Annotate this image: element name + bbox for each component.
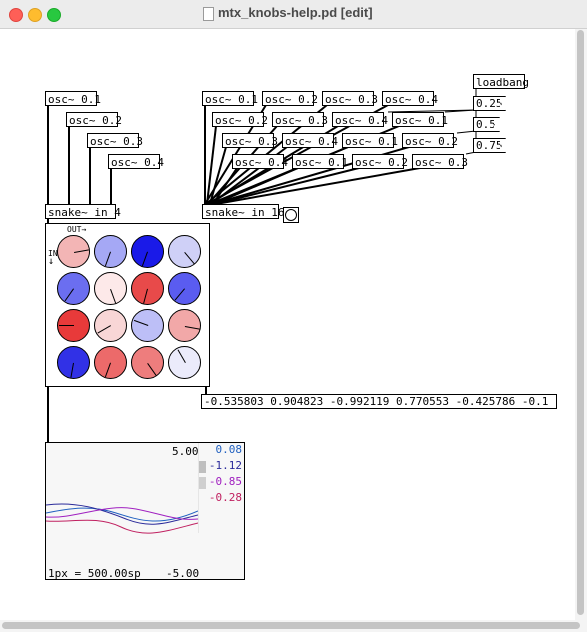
osc-object[interactable]: osc~ 0.4 [232,154,288,169]
matrix-knob[interactable] [131,309,164,342]
knob-needle [74,249,89,253]
matrix-knob[interactable] [94,309,127,342]
out-label: OUT→ [67,225,87,234]
osc-object[interactable]: osc~ 0.2 [402,133,458,148]
list-output-box[interactable]: -0.535803 0.904823 -0.992119 0.770553 -0… [201,394,558,409]
loadbang-object[interactable]: loadbang [473,74,529,89]
scope-bar [198,461,206,473]
matrix-knob[interactable] [57,346,90,379]
knob-needle [184,326,200,330]
snake-in-4-object[interactable]: snake~ in 4 [45,204,121,219]
matrix-knob[interactable] [94,346,127,379]
knob-needle [110,289,117,304]
matrix-knob[interactable] [168,346,201,379]
osc-object[interactable]: osc~ 0.3 [222,133,278,148]
scope-divider [198,443,199,533]
osc-object[interactable]: osc~ 0.2 [352,154,408,169]
message-box[interactable]: 0.5 [473,117,499,132]
osc-object[interactable]: osc~ 0.1 [45,91,101,106]
matrix-knob[interactable] [168,272,201,305]
osc-object[interactable]: osc~ 0.4 [108,154,164,169]
osc-object[interactable]: osc~ 0.1 [202,91,258,106]
osc-object[interactable]: osc~ 0.1 [292,154,348,169]
vertical-scroll-thumb[interactable] [577,30,584,615]
scope-min-label: -5.00 [166,567,200,580]
knob-needle [141,251,148,267]
matrix-knob[interactable] [131,272,164,305]
window-title: mtx_knobs-help.pd [edit] [218,5,373,20]
scope-value: 0.08 [215,443,243,456]
scope-value: -0.28 [208,491,242,504]
knob-needle [133,319,149,326]
zoom-window-button[interactable] [47,8,61,22]
knob-needle [184,252,195,265]
mtx-knobs-matrix[interactable]: OUT→ IN ↓ [45,223,210,387]
osc-object[interactable]: osc~ 0.3 [322,91,378,106]
matrix-knob[interactable] [131,346,164,379]
osc-object[interactable]: osc~ 0.4 [332,112,388,127]
matrix-knob[interactable] [57,235,90,268]
scope-values: 0.08 -1.12 -0.85 -0.28 [198,442,245,508]
message-box[interactable]: 0.25 [473,96,505,111]
in-arrow: ↓ [48,256,55,267]
scope-scale-label: 1px = 500.00sp [48,567,141,580]
scope-traces [46,503,198,534]
message-box[interactable]: 0.75 [473,138,505,153]
knob-needle [104,251,111,267]
osc-object[interactable]: osc~ 0.4 [282,133,338,148]
knob-needle [97,325,111,334]
in-label: IN [48,249,58,258]
matrix-knob[interactable] [94,235,127,268]
matrix-knob[interactable] [57,272,90,305]
knob-needle [174,288,185,301]
document-icon [203,7,214,21]
knob-needle [64,288,74,302]
matrix-knob[interactable] [168,235,201,268]
scope-bar [198,477,206,489]
osc-object[interactable]: osc~ 0.4 [382,91,438,106]
osc-object[interactable]: osc~ 0.3 [412,154,468,169]
osc-object[interactable]: osc~ 0.1 [342,133,398,148]
knob-needle [59,325,74,326]
snake-in-16-object[interactable]: snake~ in 16 [202,204,284,219]
knob-needle [104,362,111,378]
knob-needle [177,349,186,363]
osc-object[interactable]: osc~ 0.2 [66,112,122,127]
matrix-knob[interactable] [94,272,127,305]
close-window-button[interactable] [9,8,23,22]
scope-value: -0.85 [208,475,242,488]
knob-needle [70,362,74,378]
horizontal-scroll-thumb[interactable] [2,622,580,629]
osc-object[interactable]: osc~ 0.2 [262,91,318,106]
osc-object[interactable]: osc~ 0.3 [87,133,143,148]
knob-needle [143,288,148,304]
bang-button[interactable] [283,207,299,223]
window-titlebar: mtx_knobs-help.pd [edit] [0,0,587,29]
scope-display[interactable]: 5.00 1px = 500.00sp -5.00 [45,442,245,580]
matrix-knob[interactable] [168,309,201,342]
matrix-knob[interactable] [57,309,90,342]
osc-object[interactable]: osc~ 0.3 [272,112,328,127]
scope-value: -1.12 [208,459,242,472]
knob-needle [147,363,157,376]
matrix-knob[interactable] [131,235,164,268]
minimize-window-button[interactable] [28,8,42,22]
scope-max-label: 5.00 [172,445,199,458]
osc-object[interactable]: osc~ 0.1 [392,112,448,127]
osc-object[interactable]: osc~ 0.2 [212,112,268,127]
